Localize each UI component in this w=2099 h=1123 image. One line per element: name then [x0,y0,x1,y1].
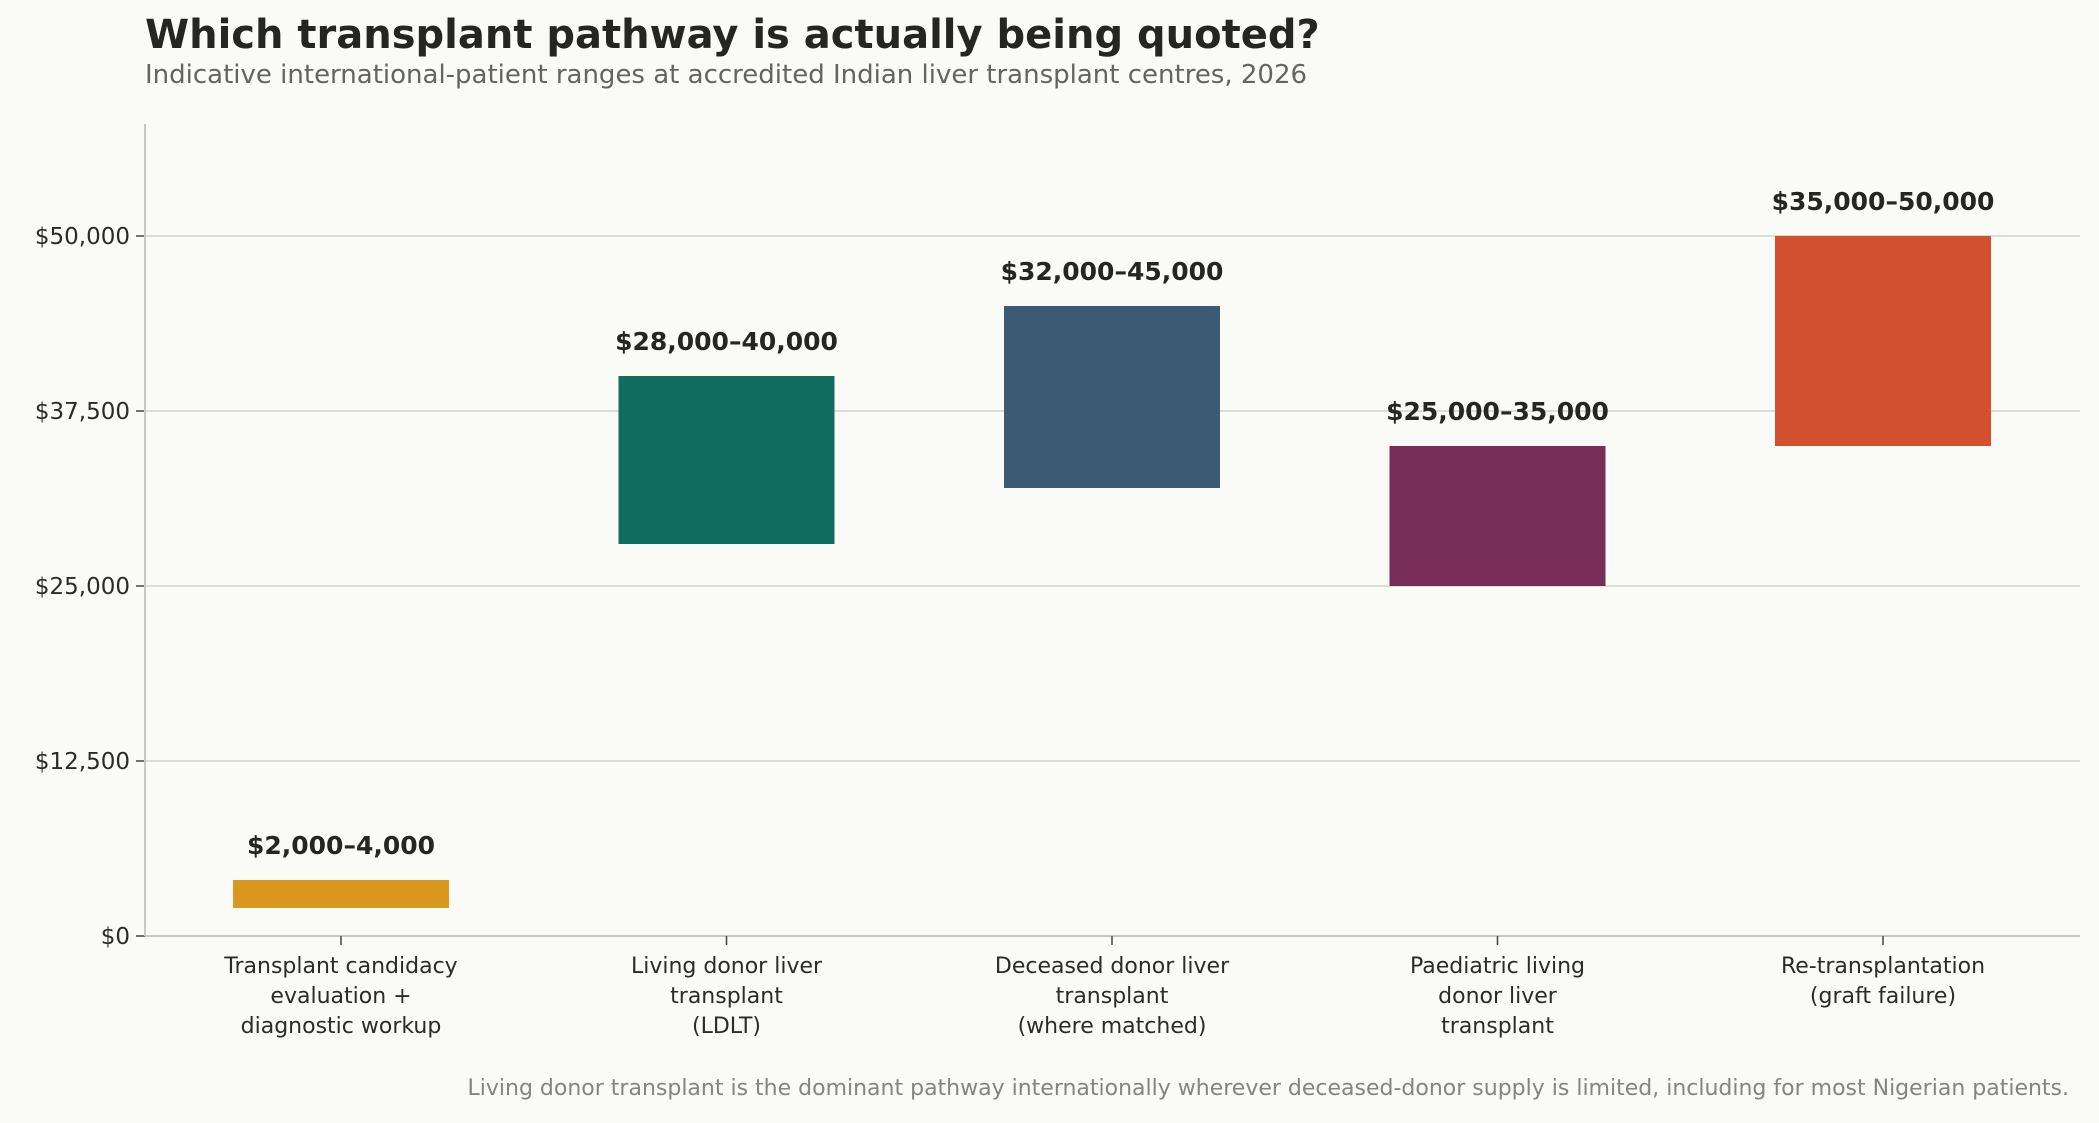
chart-title: Which transplant pathway is actually bei… [145,12,1320,58]
x-category-label-line: transplant [1056,984,1169,1009]
x-category-label-line: (where matched) [1018,1014,1207,1039]
range-bar [1389,446,1606,586]
bar-value-label: $25,000–35,000 [1386,397,1609,426]
x-category-label: Deceased donor liver transplant (where mat… [995,954,1230,1039]
bar-value-label: $2,000–4,000 [247,831,435,860]
y-tick-label: $0 [101,924,130,950]
x-category-label: Paediatric living donor liver transplant [1410,954,1585,1039]
x-category-label-line: Re-transplantation [1781,954,1985,979]
bar-value-label: $35,000–50,000 [1772,187,1995,216]
y-tick-label: $37,500 [35,399,130,425]
axes: $0 $12,500 $25,000 $37,500 $50,000 Transplant… [35,124,2080,1039]
data-labels: $2,000–4,000 $28,000–40,000 $32,000–45,000… [247,187,1994,860]
x-category-label-line: Living donor liver [631,954,823,979]
x-category-label: Living donor liver transplant (LDLT) [631,954,823,1039]
x-category-label-line: (LDLT) [692,1014,761,1039]
range-bar [618,376,835,544]
chart-footnote: Living donor transplant is the dominant … [467,1076,2069,1101]
range-bar [233,880,449,908]
range-bars [233,236,1991,908]
range-bar [1775,236,1991,446]
chart-subtitle: Indicative international-patient ranges … [145,60,1308,90]
x-category-label-line: Deceased donor liver [995,954,1230,979]
x-category-label-line: Paediatric living [1410,954,1585,979]
range-bar [1004,306,1220,488]
y-tick-label: $50,000 [35,224,130,250]
x-category-label: Re-transplantation (graft failure) [1781,954,1985,1009]
x-category-label: Transplant candidacy evaluation + diagnost… [223,954,457,1039]
x-category-label-line: donor liver [1438,984,1558,1009]
bar-value-label: $28,000–40,000 [615,327,838,356]
bar-value-label: $32,000–45,000 [1001,257,1224,286]
x-category-label-line: (graft failure) [1810,984,1956,1009]
y-tick-label: $12,500 [35,749,130,775]
x-category-label-line: transplant [1441,1014,1554,1039]
y-tick-label: $25,000 [35,574,130,600]
x-category-label-line: diagnostic workup [241,1014,442,1039]
x-category-label-line: evaluation + [270,984,411,1009]
x-category-label-line: transplant [670,984,783,1009]
x-category-label-line: Transplant candidacy [223,954,457,979]
